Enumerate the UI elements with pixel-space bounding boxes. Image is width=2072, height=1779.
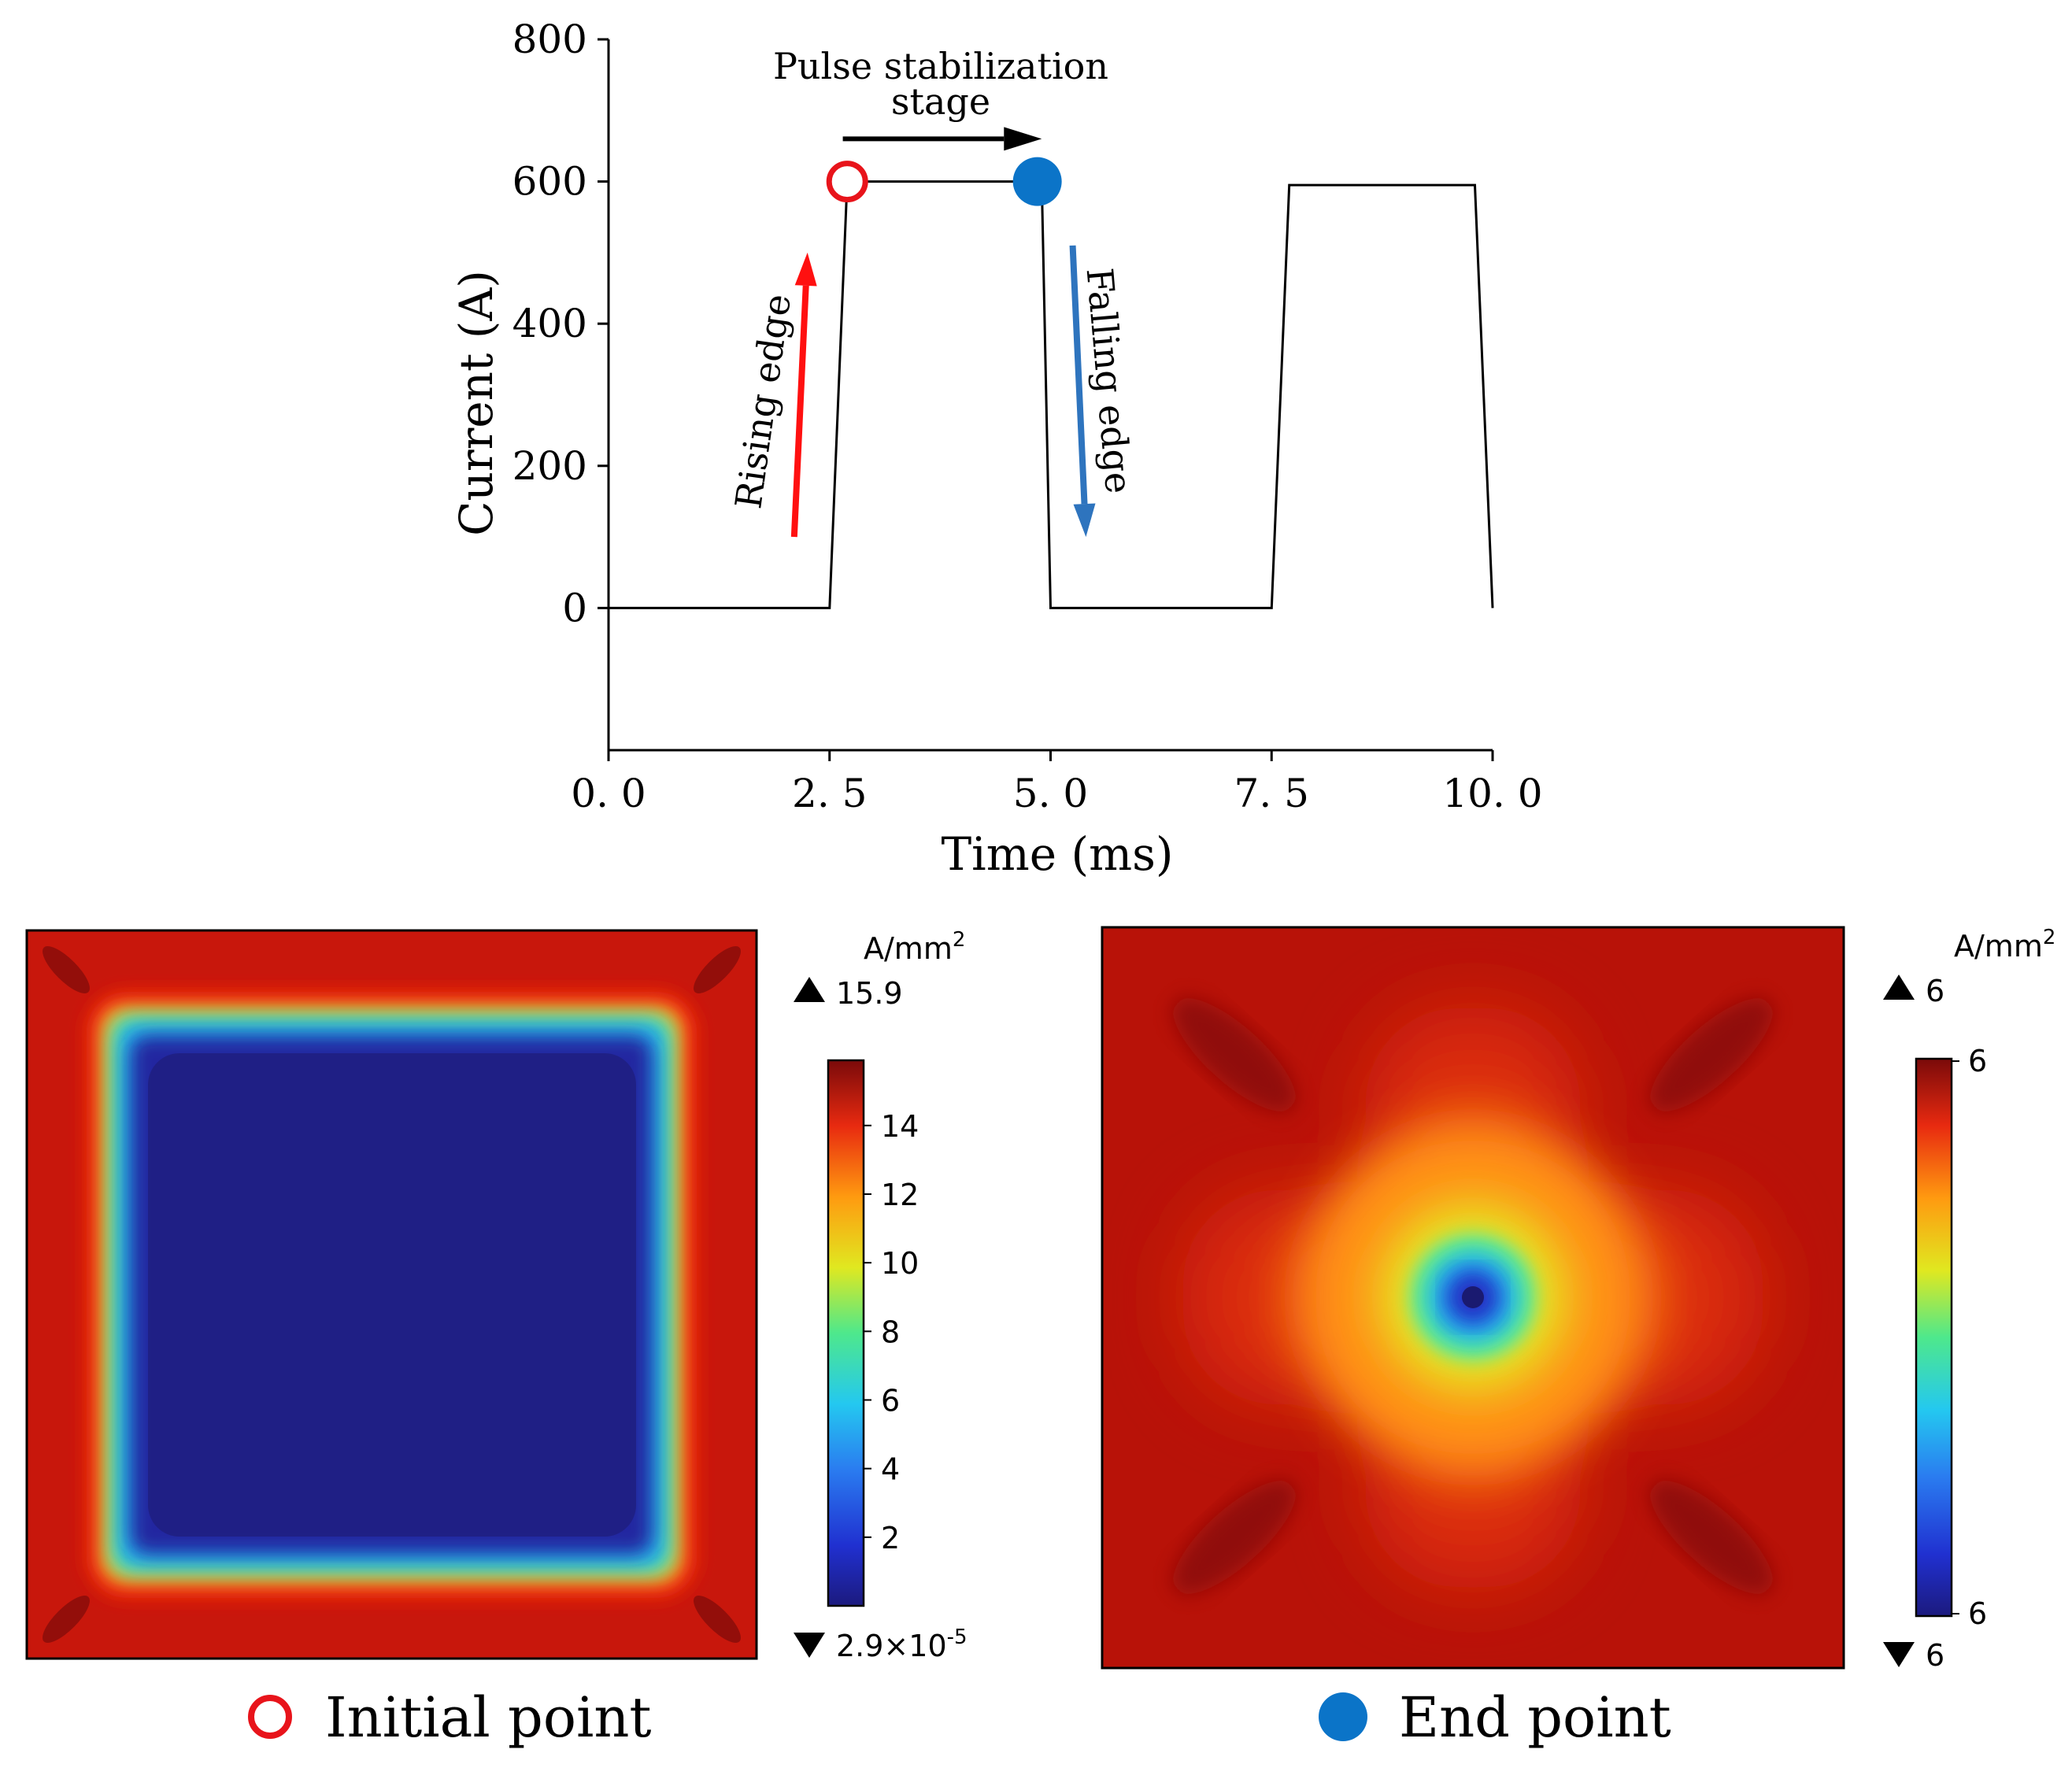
colorbar-initial-bar xyxy=(827,1059,865,1607)
legend-initial: Initial point xyxy=(248,1685,652,1750)
colorbar-initial-tick-label: 4 xyxy=(881,1452,900,1487)
colorbar-end-max-triangle-icon xyxy=(1883,975,1915,1000)
x-tick-label: 10. 0 xyxy=(1442,771,1542,816)
heatmap-end-lobe-bl xyxy=(1172,1480,1297,1595)
falling-edge-arrow-head-icon xyxy=(1073,503,1096,538)
colorbar-end-top-tick-label: 6 xyxy=(1968,1044,1987,1078)
y-tick-label: 0 xyxy=(562,585,587,631)
initial-point-marker xyxy=(826,161,868,203)
colorbar-initial-tick-label: 12 xyxy=(881,1178,919,1212)
colorbar-initial-tick-label: 2 xyxy=(881,1521,900,1555)
heatmap-initial-frame xyxy=(25,929,758,1660)
annotation-arrows xyxy=(790,127,1096,538)
colorbar-initial-tick-label: 6 xyxy=(881,1383,900,1418)
x-axis-label: Time (ms) xyxy=(941,827,1173,881)
heatmap-end-lobe-br xyxy=(1649,1480,1774,1595)
colorbar-initial-ticks: 2 4 6 8 10 12 14 xyxy=(864,1109,919,1555)
heatmap-initial-corner-bl xyxy=(43,1596,90,1643)
x-tick-label: 2. 5 xyxy=(792,771,867,816)
heatmap-end xyxy=(1101,926,1845,1670)
colorbar-end: A/mm2 6 6 6 6 xyxy=(1883,926,2055,1673)
colorbar-initial-max-triangle-icon xyxy=(794,977,825,1002)
y-axis-label: Current (A) xyxy=(450,270,503,536)
y-tick-label: 200 xyxy=(512,443,587,489)
heatmap-initial-inner-core xyxy=(148,1053,636,1537)
y-axis-ticks: 0 200 400 600 800 xyxy=(512,17,609,631)
stabilization-label-line1: Pulse stabilization xyxy=(773,45,1108,87)
x-tick-label: 5. 0 xyxy=(1013,771,1088,816)
falling-edge-arrow xyxy=(1069,245,1096,538)
colorbar-end-min-triangle-icon xyxy=(1883,1642,1915,1667)
falling-edge-arrow-shaft xyxy=(1069,245,1088,505)
legend-initial-open-circle-icon xyxy=(248,1695,292,1739)
heatmap-end-lobe-tr xyxy=(1649,997,1774,1112)
colorbar-initial-max-label: 15.9 xyxy=(836,976,903,1011)
colorbar-initial-min-triangle-icon xyxy=(794,1633,825,1658)
colorbar-initial-tick-label: 14 xyxy=(881,1109,919,1144)
rising-edge-arrow-shaft xyxy=(790,285,809,538)
colorbar-end-bar xyxy=(1915,1057,1953,1618)
x-tick-label: 7. 5 xyxy=(1234,771,1309,816)
colorbar-initial-min-label: 2.9×10-5 xyxy=(836,1626,968,1663)
heatmap-initial xyxy=(25,929,758,1660)
colorbar-end-min-label: 6 xyxy=(1926,1638,1944,1673)
y-tick-label: 400 xyxy=(512,301,587,346)
rising-edge-arrow-head-icon xyxy=(794,252,817,287)
colorbar-end-max-label: 6 xyxy=(1926,974,1944,1008)
chart-axes xyxy=(607,39,1493,752)
stabilization-arrow xyxy=(842,127,1042,151)
falling-edge-label: Falling edge xyxy=(1079,266,1141,495)
heatmap-initial-corner-tl xyxy=(43,946,90,993)
colorbar-initial-tick-label: 10 xyxy=(881,1246,919,1281)
heatmap-end-frame xyxy=(1101,926,1845,1670)
y-tick-label: 800 xyxy=(512,17,587,62)
heatmap-initial-corner-tr xyxy=(694,946,741,993)
rising-edge-arrow xyxy=(790,252,817,538)
rising-edge-label: Rising edge xyxy=(727,291,799,512)
legend-end-label: End point xyxy=(1399,1685,1671,1750)
colorbar-initial: A/mm2 15.9 2 4 6 8 10 12 14 2.9×10-5 xyxy=(794,928,968,1663)
y-tick-label: 600 xyxy=(512,159,587,205)
x-axis-ticks: 0. 0 2. 5 5. 0 7. 5 10. 0 xyxy=(571,750,1543,816)
current-time-chart: 0 200 400 600 800 0. 0 2. 5 5. 0 7. 5 10. 0 Curr… xyxy=(450,17,1543,881)
pulse-current-line xyxy=(609,180,1494,609)
colorbar-end-bottom-tick-label: 6 xyxy=(1968,1596,1987,1631)
heatmap-end-center-core xyxy=(1462,1286,1484,1308)
legend-end: End point xyxy=(1319,1685,1671,1750)
heatmap-end-lobe-tl xyxy=(1172,997,1297,1112)
stabilization-arrow-head-icon xyxy=(1004,127,1042,151)
legend-initial-label: Initial point xyxy=(325,1685,652,1750)
x-tick-label: 0. 0 xyxy=(571,771,646,816)
legend-end-filled-circle-icon xyxy=(1319,1692,1367,1741)
colorbar-initial-unit: A/mm2 xyxy=(864,928,965,966)
colorbar-initial-tick-label: 8 xyxy=(881,1315,900,1349)
end-point-marker xyxy=(1012,157,1062,206)
stabilization-label-line2: stage xyxy=(891,80,990,123)
markers xyxy=(826,157,1062,206)
heatmap-initial-corner-br xyxy=(694,1596,741,1643)
colorbar-end-unit: A/mm2 xyxy=(1954,926,2055,963)
